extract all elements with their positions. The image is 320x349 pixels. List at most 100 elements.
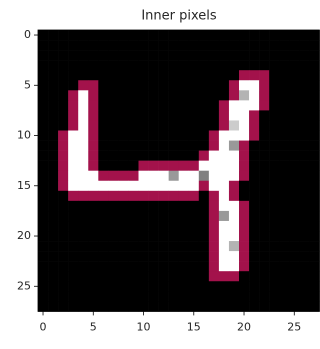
pixel [279, 100, 289, 110]
pixel [189, 50, 199, 60]
pixel [38, 131, 48, 141]
pixel [309, 251, 319, 261]
pixel [249, 201, 259, 211]
pixel [209, 120, 219, 130]
pixel [88, 291, 98, 301]
pixel [68, 231, 78, 241]
pixel [159, 100, 169, 110]
pixel [88, 120, 98, 130]
pixel [279, 221, 289, 231]
pixel [68, 151, 78, 161]
pixel [309, 161, 319, 171]
pixel [189, 60, 199, 70]
pixel [159, 60, 169, 70]
pixel [169, 120, 179, 130]
pixel [249, 291, 259, 301]
pixel [88, 70, 98, 80]
pixel [108, 291, 118, 301]
pixel [128, 120, 138, 130]
pixel [48, 221, 58, 231]
pixel [299, 181, 309, 191]
pixel [279, 80, 289, 90]
pixel [209, 201, 219, 211]
pixel [149, 141, 159, 151]
pixel [149, 241, 159, 251]
pixel [189, 171, 199, 181]
pixel [88, 191, 98, 201]
pixel [249, 50, 259, 60]
pixel [68, 110, 78, 120]
pixel [259, 40, 269, 50]
pixel [108, 70, 118, 80]
pixel [58, 291, 68, 301]
pixel [299, 251, 309, 261]
pixel [38, 191, 48, 201]
pixel [199, 211, 209, 221]
pixel [249, 80, 259, 90]
pixel [189, 110, 199, 120]
pixel [309, 271, 319, 281]
pixel [199, 131, 209, 141]
pixel [289, 40, 299, 50]
pixel [108, 80, 118, 90]
pixel [179, 90, 189, 100]
pixel [259, 80, 269, 90]
pixel [38, 291, 48, 301]
pixel [269, 211, 279, 221]
pixel [249, 301, 259, 311]
pixel [239, 141, 249, 151]
pixel [279, 291, 289, 301]
pixel [78, 110, 88, 120]
pixel [209, 301, 219, 311]
pixel [179, 120, 189, 130]
pixel [139, 141, 149, 151]
pixel [269, 231, 279, 241]
pixel [199, 191, 209, 201]
pixel [179, 181, 189, 191]
pixel [68, 281, 78, 291]
pixel [48, 191, 58, 201]
pixel [169, 30, 179, 40]
pixel [159, 261, 169, 271]
pixel [149, 100, 159, 110]
pixel [309, 141, 319, 151]
pixel [259, 171, 269, 181]
pixel [48, 291, 58, 301]
pixel [78, 70, 88, 80]
pixel [38, 231, 48, 241]
pixel [279, 131, 289, 141]
pixel [219, 60, 229, 70]
pixel [128, 201, 138, 211]
pixel [199, 231, 209, 241]
pixel [199, 261, 209, 271]
pixel [128, 161, 138, 171]
pixel [239, 30, 249, 40]
pixel [38, 90, 48, 100]
pixel [189, 151, 199, 161]
pixel [68, 60, 78, 70]
pixel [239, 100, 249, 110]
pixel [309, 201, 319, 211]
pixel [139, 131, 149, 141]
pixel [68, 120, 78, 130]
pixel [269, 151, 279, 161]
pixel [199, 281, 209, 291]
pixel [38, 301, 48, 311]
pixel [139, 171, 149, 181]
pixel [48, 151, 58, 161]
pixel [229, 171, 239, 181]
pixel [179, 241, 189, 251]
pixel [159, 271, 169, 281]
pixel [58, 40, 68, 50]
pixel [149, 80, 159, 90]
pixel [58, 120, 68, 130]
pixel [78, 261, 88, 271]
pixel [98, 181, 108, 191]
pixel [58, 110, 68, 120]
pixel [279, 110, 289, 120]
pixel [219, 221, 229, 231]
pixel [159, 251, 169, 261]
pixel [128, 100, 138, 110]
pixel [128, 40, 138, 50]
pixel [299, 100, 309, 110]
